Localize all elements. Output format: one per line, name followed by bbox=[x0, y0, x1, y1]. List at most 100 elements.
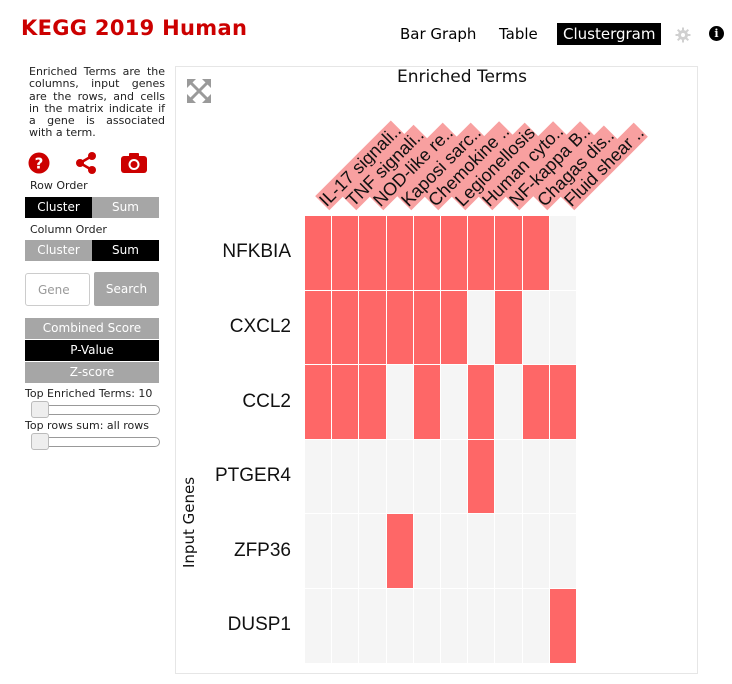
heatmap-cell[interactable] bbox=[359, 216, 386, 290]
heatmap-cell[interactable] bbox=[386, 439, 413, 514]
heatmap-cell[interactable] bbox=[549, 365, 576, 439]
heatmap-cell[interactable] bbox=[495, 365, 522, 439]
heatmap-cell[interactable] bbox=[413, 514, 440, 588]
row-label: DUSP1 bbox=[227, 614, 291, 636]
heatmap-cell[interactable] bbox=[441, 439, 468, 514]
heatmap-cell[interactable] bbox=[332, 216, 359, 290]
heatmap-cell[interactable] bbox=[332, 365, 359, 439]
heatmap-cell[interactable] bbox=[441, 216, 468, 290]
svg-text:?: ? bbox=[35, 155, 44, 173]
heatmap-cell[interactable] bbox=[522, 589, 549, 663]
heatmap-cell[interactable] bbox=[413, 290, 440, 365]
row-label: PTGER4 bbox=[214, 465, 291, 487]
app-title: KEGG 2019 Human bbox=[21, 16, 248, 40]
tool-icons: ? bbox=[28, 152, 152, 178]
heatmap-cell[interactable] bbox=[495, 439, 522, 514]
info-icon[interactable]: i bbox=[709, 26, 724, 41]
heatmap-cell[interactable] bbox=[332, 290, 359, 365]
tab-clustergram[interactable]: Clustergram bbox=[557, 23, 662, 45]
heatmap-cell[interactable] bbox=[413, 589, 440, 663]
heatmap-cell[interactable] bbox=[359, 514, 386, 588]
heatmap-cell[interactable] bbox=[305, 514, 332, 588]
heatmap-cell[interactable] bbox=[305, 439, 332, 514]
tab-bar-graph[interactable]: Bar Graph bbox=[400, 25, 477, 43]
row-label: CXCL2 bbox=[229, 315, 291, 337]
expand-icon[interactable] bbox=[186, 78, 212, 104]
heatmap-cell[interactable] bbox=[468, 439, 495, 514]
chart-title: Enriched Terms bbox=[396, 67, 528, 87]
heatmap-cell[interactable] bbox=[413, 365, 440, 439]
top-rows-slider-track[interactable] bbox=[32, 437, 160, 447]
heatmap-cell[interactable] bbox=[495, 514, 522, 588]
heatmap-cell[interactable] bbox=[332, 589, 359, 663]
heatmap-cell[interactable] bbox=[495, 216, 522, 290]
heatmap-cell[interactable] bbox=[413, 216, 440, 290]
heatmap-cell[interactable] bbox=[305, 290, 332, 365]
heatmap-cell[interactable] bbox=[359, 439, 386, 514]
heatmap-cell[interactable] bbox=[468, 365, 495, 439]
heatmap-cell[interactable] bbox=[549, 290, 576, 365]
row-label: CCL2 bbox=[242, 390, 291, 412]
heatmap-cell[interactable] bbox=[495, 290, 522, 365]
row-order-sum[interactable]: Sum bbox=[92, 197, 159, 218]
heatmap-cell[interactable] bbox=[386, 514, 413, 588]
heatmap-cell[interactable] bbox=[549, 439, 576, 514]
column-order-toggle: Cluster Sum bbox=[25, 240, 159, 261]
heatmap-cell[interactable] bbox=[359, 365, 386, 439]
heatmap-cell[interactable] bbox=[332, 514, 359, 588]
camera-icon[interactable] bbox=[120, 152, 148, 174]
heatmap-grid bbox=[305, 216, 579, 666]
heatmap-cell[interactable] bbox=[522, 514, 549, 588]
heatmap-cell[interactable] bbox=[468, 216, 495, 290]
top-rows-slider-handle[interactable] bbox=[31, 433, 49, 450]
combined-score-button[interactable]: Combined Score bbox=[25, 318, 159, 339]
heatmap-cell[interactable] bbox=[386, 365, 413, 439]
heatmap-cell[interactable] bbox=[386, 589, 413, 663]
z-score-button[interactable]: Z-score bbox=[25, 362, 159, 383]
top-terms-slider-handle[interactable] bbox=[31, 401, 49, 418]
heatmap-cell[interactable] bbox=[386, 216, 413, 290]
heatmap-cell[interactable] bbox=[332, 439, 359, 514]
top-rows-label: Top rows sum: all rows bbox=[25, 419, 150, 432]
row-order-toggle: Cluster Sum bbox=[25, 197, 159, 218]
help-icon[interactable]: ? bbox=[28, 152, 50, 174]
row-label: ZFP36 bbox=[233, 539, 291, 561]
heatmap-cell[interactable] bbox=[359, 589, 386, 663]
row-label: NFKBIA bbox=[222, 241, 291, 263]
row-order-cluster[interactable]: Cluster bbox=[25, 197, 92, 218]
share-icon[interactable] bbox=[75, 152, 97, 174]
heatmap-cell[interactable] bbox=[549, 589, 576, 663]
heatmap-cell[interactable] bbox=[305, 216, 332, 290]
heatmap-cell[interactable] bbox=[522, 439, 549, 514]
heatmap-cell[interactable] bbox=[522, 216, 549, 290]
top-terms-label: Top Enriched Terms: 10 bbox=[25, 387, 153, 400]
heatmap-cell[interactable] bbox=[305, 589, 332, 663]
heatmap-cell[interactable] bbox=[522, 365, 549, 439]
heatmap-cell[interactable] bbox=[468, 589, 495, 663]
top-terms-slider-track[interactable] bbox=[32, 405, 160, 415]
heatmap-cell[interactable] bbox=[359, 290, 386, 365]
column-order-sum[interactable]: Sum bbox=[92, 240, 159, 261]
heatmap-cell[interactable] bbox=[386, 290, 413, 365]
heatmap-cell[interactable] bbox=[441, 290, 468, 365]
heatmap-cell[interactable] bbox=[441, 589, 468, 663]
tab-table[interactable]: Table bbox=[499, 25, 538, 43]
column-order-cluster[interactable]: Cluster bbox=[25, 240, 92, 261]
column-order-label: Column Order bbox=[30, 223, 107, 236]
heatmap-cell[interactable] bbox=[495, 589, 522, 663]
gene-search-input[interactable] bbox=[25, 273, 90, 306]
heatmap-cell[interactable] bbox=[441, 514, 468, 588]
heatmap-cell[interactable] bbox=[549, 216, 576, 290]
heatmap-cell[interactable] bbox=[413, 439, 440, 514]
heatmap-cell[interactable] bbox=[305, 365, 332, 439]
search-button[interactable]: Search bbox=[94, 272, 159, 306]
clustergram-description: Enriched Terms are the columns, input ge… bbox=[29, 65, 165, 140]
p-value-button[interactable]: P-Value bbox=[25, 340, 159, 361]
heatmap-cell[interactable] bbox=[441, 365, 468, 439]
row-order-label: Row Order bbox=[30, 179, 88, 192]
heatmap-cell[interactable] bbox=[522, 290, 549, 365]
heatmap-cell[interactable] bbox=[468, 290, 495, 365]
heatmap-cell[interactable] bbox=[549, 514, 576, 588]
gear-icon[interactable] bbox=[675, 27, 691, 43]
heatmap-cell[interactable] bbox=[468, 514, 495, 588]
